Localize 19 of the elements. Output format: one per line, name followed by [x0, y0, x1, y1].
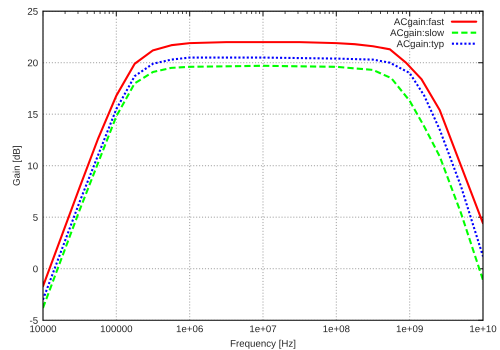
x-tick-label: 1e+08 — [323, 325, 350, 332]
y-tick-label: 15 — [28, 111, 38, 118]
legend-label: ACgain:slow — [390, 29, 444, 38]
legend-label: ACgain:fast — [394, 18, 444, 28]
x-tick-label: 1e+07 — [250, 325, 276, 332]
y-tick-label: 10 — [28, 162, 38, 170]
y-tick-label: 5 — [33, 214, 38, 221]
x-tick-label: 1e+10 — [470, 325, 496, 332]
x-tick-label: 1e+09 — [396, 325, 423, 332]
x-tick-label: 100000 — [100, 325, 132, 332]
legend-label: ACgain:typ — [396, 40, 444, 50]
x-axis-title: Frequency [Hz] — [230, 340, 296, 349]
y-tick-label: 0 — [33, 265, 38, 272]
y-tick-label: 20 — [28, 59, 38, 66]
x-tick-label: 10000 — [30, 325, 56, 332]
y-tick-label: 25 — [28, 8, 38, 15]
x-tick-label: 1e+06 — [176, 325, 203, 332]
y-axis-title: Gain [dB] — [12, 146, 22, 186]
y-tick-label: -5 — [30, 317, 38, 324]
